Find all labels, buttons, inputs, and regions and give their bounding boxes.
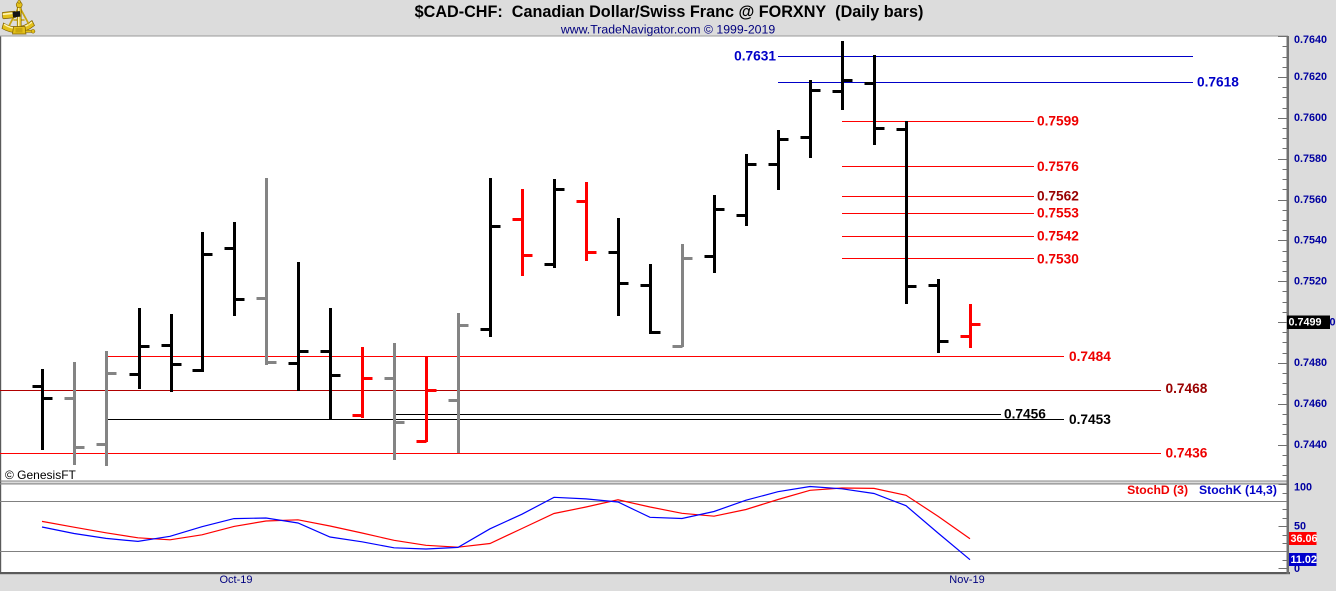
svg-text:StochD (3): StochD (3) bbox=[1127, 483, 1188, 497]
svg-text:0.7440: 0.7440 bbox=[1294, 439, 1327, 451]
svg-text:0.7580: 0.7580 bbox=[1294, 153, 1327, 165]
svg-text:0.7480: 0.7480 bbox=[1294, 357, 1327, 369]
svg-text:11.02: 11.02 bbox=[1291, 554, 1317, 566]
svg-text:0.7553: 0.7553 bbox=[1037, 206, 1079, 221]
svg-text:0.7640: 0.7640 bbox=[1294, 34, 1327, 46]
svg-text:0.7540: 0.7540 bbox=[1294, 235, 1327, 247]
svg-text:0.7599: 0.7599 bbox=[1037, 114, 1079, 129]
svg-text:© GenesisFT: © GenesisFT bbox=[5, 468, 77, 482]
svg-text:Oct-19: Oct-19 bbox=[219, 574, 252, 586]
svg-text:0: 0 bbox=[1330, 317, 1336, 329]
svg-text:36.06: 36.06 bbox=[1291, 533, 1318, 545]
svg-text:0.7530: 0.7530 bbox=[1037, 251, 1079, 266]
svg-text:0.7499: 0.7499 bbox=[1289, 317, 1322, 329]
svg-text:0.7456: 0.7456 bbox=[1004, 406, 1046, 421]
svg-text:0.7468: 0.7468 bbox=[1166, 381, 1208, 396]
svg-text:100: 100 bbox=[1294, 481, 1312, 493]
svg-text:0.7560: 0.7560 bbox=[1294, 194, 1327, 206]
svg-text:0.7484: 0.7484 bbox=[1069, 349, 1111, 364]
svg-text:0.7453: 0.7453 bbox=[1069, 412, 1111, 427]
svg-text:0.7618: 0.7618 bbox=[1197, 75, 1239, 90]
svg-text:0: 0 bbox=[1294, 563, 1300, 575]
svg-text:0.7620: 0.7620 bbox=[1294, 71, 1327, 83]
svg-text:0.7576: 0.7576 bbox=[1037, 159, 1079, 174]
svg-text:0.7600: 0.7600 bbox=[1294, 112, 1327, 124]
svg-text:0.7542: 0.7542 bbox=[1037, 229, 1079, 244]
svg-text:0.7631: 0.7631 bbox=[734, 49, 776, 64]
svg-text:StochK (14,3): StochK (14,3) bbox=[1199, 483, 1277, 497]
svg-text:50: 50 bbox=[1294, 520, 1306, 532]
svg-text:$CAD-CHF: Canadian Dollar/Swi: $CAD-CHF: Canadian Dollar/Swiss Franc @ … bbox=[415, 3, 924, 21]
svg-text:www.TradeNavigator.com © 1999-: www.TradeNavigator.com © 1999-2019 bbox=[560, 23, 776, 37]
svg-text:Nov-19: Nov-19 bbox=[949, 574, 984, 586]
svg-text:0.7520: 0.7520 bbox=[1294, 275, 1327, 287]
svg-text:0.7562: 0.7562 bbox=[1037, 189, 1079, 204]
svg-text:0.7460: 0.7460 bbox=[1294, 398, 1327, 410]
svg-text:0.7436: 0.7436 bbox=[1166, 446, 1208, 461]
